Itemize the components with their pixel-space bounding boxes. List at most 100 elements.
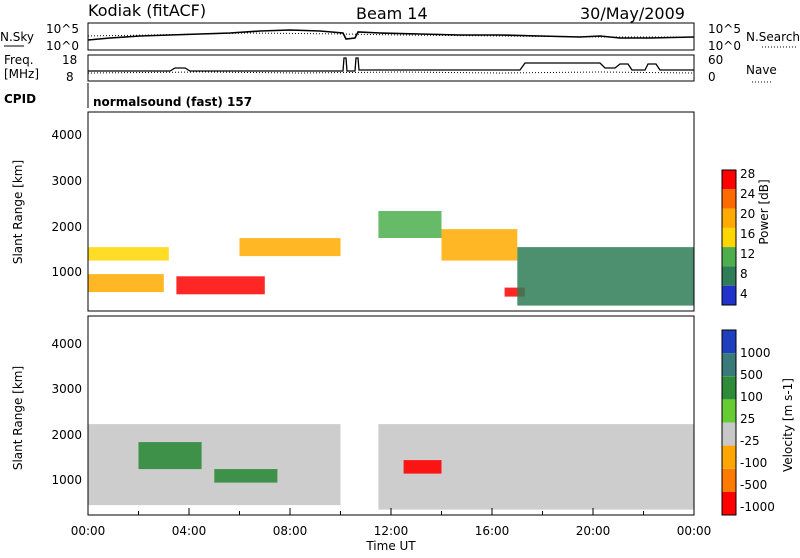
- power-cbtick-12: 12: [740, 247, 755, 261]
- xtick-08: 08:00: [273, 524, 308, 538]
- xaxis-label: Time UT: [365, 539, 416, 553]
- power-colorbar-swatch-2: [722, 208, 736, 228]
- freq-tick-low: 8: [66, 70, 74, 84]
- power-region-0: [88, 247, 169, 261]
- xtick-12: 12:00: [374, 524, 409, 538]
- velocity-ytick-3000: 3000: [51, 382, 82, 396]
- power-ytick-1000: 1000: [51, 265, 82, 279]
- power-colorbar-swatch-0: [722, 170, 736, 190]
- station-title: Kodiak (fitACF): [88, 1, 206, 20]
- power-ytick-3000: 3000: [51, 174, 82, 188]
- power-ytick-4000: 4000: [51, 128, 82, 142]
- velocity-region-4: [403, 460, 442, 474]
- velocity-region-0: [88, 424, 341, 506]
- velocity-colorbar-swatch-1: [722, 353, 736, 377]
- velocity-colorbar-swatch-6: [722, 468, 736, 492]
- velocity-region-2: [214, 469, 278, 483]
- power-region-6: [504, 287, 525, 297]
- velocity-colorbar-swatch-0: [722, 330, 736, 354]
- nsky-panel: N.Sky 10^5 10^0 10^5 10^0 N.Search: [0, 22, 800, 53]
- power-cbtick-16: 16: [740, 227, 755, 241]
- nsearch-tick-low: 10^0: [708, 39, 741, 53]
- velocity-colorbar: [721, 329, 737, 516]
- power-colorbar-label: Power [dB]: [757, 179, 771, 244]
- nsky-label: N.Sky: [0, 30, 34, 44]
- velocity-colorbar-swatch-5: [722, 445, 736, 469]
- power-colorbar-swatch-6: [722, 285, 736, 305]
- nave-line: [87, 71, 695, 74]
- power-region-1: [88, 274, 164, 293]
- power-cbtick-24: 24: [740, 187, 755, 201]
- velocity-panel: Slant Range [km] 4000 3000 2000 1000 Vel…: [11, 315, 795, 516]
- velocity-colorbar-swatch-2: [722, 376, 736, 400]
- power-region-2: [176, 276, 265, 295]
- cpid-label: CPID: [4, 92, 36, 106]
- nave-label: Nave: [746, 63, 777, 77]
- nsearch-tick-high: 10^5: [708, 22, 741, 36]
- nave-tick-high: 60: [708, 53, 723, 67]
- velocity-ytick-1000: 1000: [51, 473, 82, 487]
- xtick-20: 20:00: [576, 524, 611, 538]
- velocity-cbtick-25: 25: [740, 412, 755, 426]
- xtick-16: 16:00: [475, 524, 510, 538]
- velocity-colorbar-frame: [721, 329, 737, 516]
- velocity-cbtick-neg500: -500: [740, 478, 767, 492]
- power-region-4: [378, 211, 442, 238]
- power-data-gap: [340, 112, 351, 311]
- power-colorbar: [721, 169, 737, 306]
- date-title: 30/May/2009: [580, 4, 685, 23]
- power-colorbar-swatch-1: [722, 189, 736, 209]
- velocity-cbtick-neg1000: -1000: [740, 500, 775, 514]
- power-colorbar-frame: [721, 169, 737, 306]
- xtick-04: 04:00: [172, 524, 207, 538]
- power-ytick-2000: 2000: [51, 220, 82, 234]
- velocity-colorbar-swatch-3: [722, 399, 736, 423]
- nsky-tick-low: 10^0: [46, 39, 79, 53]
- freq-tick-high: 18: [62, 53, 77, 67]
- xtick-00: 00:00: [71, 524, 106, 538]
- power-region-5: [441, 229, 518, 261]
- power-region-7: [517, 247, 695, 306]
- power-panel: Slant Range [km] 4000 3000 2000 1000 Pow…: [11, 111, 771, 312]
- power-heatmap: [88, 112, 695, 311]
- velocity-data-gap: [340, 316, 351, 515]
- power-region-3: [239, 238, 341, 257]
- power-cbtick-4: 4: [740, 287, 748, 301]
- velocity-colorbar-swatch-7: [722, 491, 736, 515]
- velocity-region-1: [138, 442, 202, 470]
- velocity-colorbar-label: Velocity [m s-1]: [781, 378, 795, 472]
- power-cbtick-8: 8: [740, 267, 748, 281]
- freq-label-line1: Freq.: [4, 53, 34, 67]
- nsky-tick-high: 10^5: [46, 22, 79, 36]
- nsearch-label: N.Search: [746, 30, 800, 44]
- nsearch-line: [87, 32, 694, 38]
- power-frame: [87, 111, 695, 312]
- cpid-text: normalsound (fast) 157: [93, 95, 252, 109]
- velocity-ylabel: Slant Range [km]: [11, 366, 25, 470]
- velocity-cbtick-neg25: -25: [740, 434, 760, 448]
- freq-frame: [87, 54, 695, 82]
- power-cbtick-28: 28: [740, 167, 755, 181]
- freq-line: [88, 57, 694, 72]
- beam-title: Beam 14: [356, 4, 428, 23]
- power-colorbar-swatch-3: [722, 227, 736, 248]
- velocity-heatmap: [88, 316, 694, 515]
- velocity-cbtick-1000: 1000: [740, 346, 771, 360]
- power-ylabel: Slant Range [km]: [11, 160, 25, 264]
- velocity-cbtick-500: 500: [740, 368, 763, 382]
- velocity-ytick-2000: 2000: [51, 428, 82, 442]
- velocity-cbtick-100: 100: [740, 390, 763, 404]
- power-cbtick-20: 20: [740, 207, 755, 221]
- velocity-colorbar-swatch-4: [722, 422, 736, 446]
- freq-panel: Freq. [MHz] 18 8 60 0 Nave: [4, 53, 777, 84]
- velocity-ytick-4000: 4000: [51, 337, 82, 351]
- xtick-24: 00:00: [677, 524, 712, 538]
- time-axis: 00:00 04:00 08:00 12:00 16:00 20:00 00:0…: [71, 508, 712, 553]
- freq-label-line2: [MHz]: [4, 67, 39, 81]
- nave-tick-low: 0: [708, 70, 716, 84]
- velocity-cbtick-neg100: -100: [740, 456, 767, 470]
- power-colorbar-swatch-5: [722, 266, 736, 286]
- power-colorbar-swatch-4: [722, 247, 736, 267]
